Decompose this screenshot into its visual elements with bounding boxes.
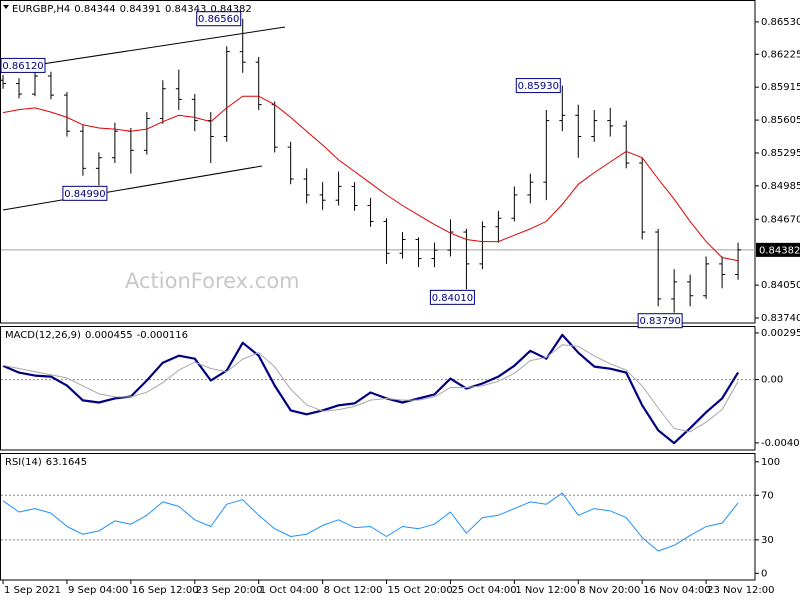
rsi-panel-frame bbox=[0, 453, 756, 581]
last-bar-value: 0.84343 bbox=[165, 4, 206, 15]
current-price-label: 0.84382 bbox=[759, 245, 800, 256]
moving-average bbox=[2, 95, 739, 262]
x-tick-label: 9 Sep 04:00 bbox=[68, 585, 128, 596]
annotation-box bbox=[637, 313, 683, 329]
indicator-header: MACD(12,26,9) 0.000455 -0.000116 bbox=[5, 330, 188, 341]
y-tick-label: 100 bbox=[761, 457, 780, 468]
indicator-readout: -0.000116 bbox=[137, 330, 188, 341]
x-tick-label: 23 Sep 20:00 bbox=[196, 585, 263, 596]
menu-triangle bbox=[3, 5, 9, 9]
annotation-label: 0.84010 bbox=[432, 293, 473, 304]
y-tick-label: 0.002955 bbox=[761, 328, 800, 339]
annotation-box bbox=[0, 57, 46, 73]
y-tick-label: 70 bbox=[761, 490, 774, 501]
y-tick-label: 0.85295 bbox=[761, 148, 800, 159]
y-tick-label: 0.84050 bbox=[761, 280, 800, 291]
header: EURGBP,H4 0.84344 0.84391 0.84343 0.84382 bbox=[12, 4, 252, 15]
x-tick-label: 1 Sep 2021 bbox=[4, 585, 61, 596]
last-bar-value: 0.84382 bbox=[210, 4, 251, 15]
annotation-label: 0.86560 bbox=[198, 14, 239, 25]
indicator-readout: 63.1645 bbox=[46, 457, 87, 468]
y-tick-label: 0.85915 bbox=[761, 82, 800, 93]
x-tick-label: 1 Oct 04:00 bbox=[260, 585, 319, 596]
indicator-header: RSI(14) 63.1645 bbox=[5, 457, 87, 468]
watermark: ActionForex.com bbox=[125, 269, 300, 293]
annotation-box bbox=[62, 185, 108, 201]
y-tick-label: 0.85605 bbox=[761, 115, 800, 126]
y-tick-label: 0.86530 bbox=[761, 17, 800, 28]
last-bar-value: 0.84344 bbox=[74, 4, 115, 15]
x-tick-label: 1 Nov 12:00 bbox=[515, 585, 576, 596]
channel-upper bbox=[2, 26, 286, 71]
y-tick-label: -0.004009 bbox=[761, 438, 800, 449]
y-tick-label: 30 bbox=[761, 535, 774, 546]
x-tick-label: 15 Oct 20:00 bbox=[388, 585, 453, 596]
annotation-label: 0.85930 bbox=[518, 81, 559, 92]
annotation-label: 0.86120 bbox=[2, 61, 43, 72]
annotation-box bbox=[515, 78, 561, 94]
x-tick-label: 8 Oct 12:00 bbox=[324, 585, 383, 596]
current-price-box bbox=[756, 242, 800, 257]
y-tick-label: 0 bbox=[761, 568, 767, 579]
indicator-readout: 0.000455 bbox=[85, 330, 133, 341]
price-panel-frame bbox=[0, 0, 756, 324]
indicator-title: MACD(12,26,9) bbox=[5, 330, 81, 341]
annotation-label: 0.84990 bbox=[64, 189, 105, 200]
y-tick-label: 0.84985 bbox=[761, 181, 800, 192]
indicator-title: RSI(14) bbox=[5, 457, 42, 468]
y-tick-label: 0.86225 bbox=[761, 49, 800, 60]
x-tick-label: 16 Sep 12:00 bbox=[132, 585, 199, 596]
macd-panel-frame bbox=[0, 326, 756, 451]
symbol: EURGBP,H4 bbox=[12, 4, 70, 15]
channel-lower bbox=[2, 165, 263, 211]
x-tick-label: 25 Oct 04:00 bbox=[451, 585, 516, 596]
x-tick-label: 23 Nov 12:00 bbox=[707, 585, 774, 596]
y-tick-label: 0.83740 bbox=[761, 313, 800, 324]
indicator-line bbox=[2, 344, 739, 433]
x-tick-label: 16 Nov 04:00 bbox=[643, 585, 710, 596]
indicator-line bbox=[2, 492, 739, 552]
last-bar-value: 0.84391 bbox=[120, 4, 161, 15]
x-tick-label: 8 Nov 20:00 bbox=[579, 585, 640, 596]
annotation-box bbox=[429, 289, 475, 305]
annotation-box bbox=[196, 11, 242, 27]
y-tick-label: 0.00 bbox=[761, 375, 783, 386]
y-tick-label: 0.84670 bbox=[761, 214, 800, 225]
annotation-label: 0.83790 bbox=[639, 316, 680, 327]
